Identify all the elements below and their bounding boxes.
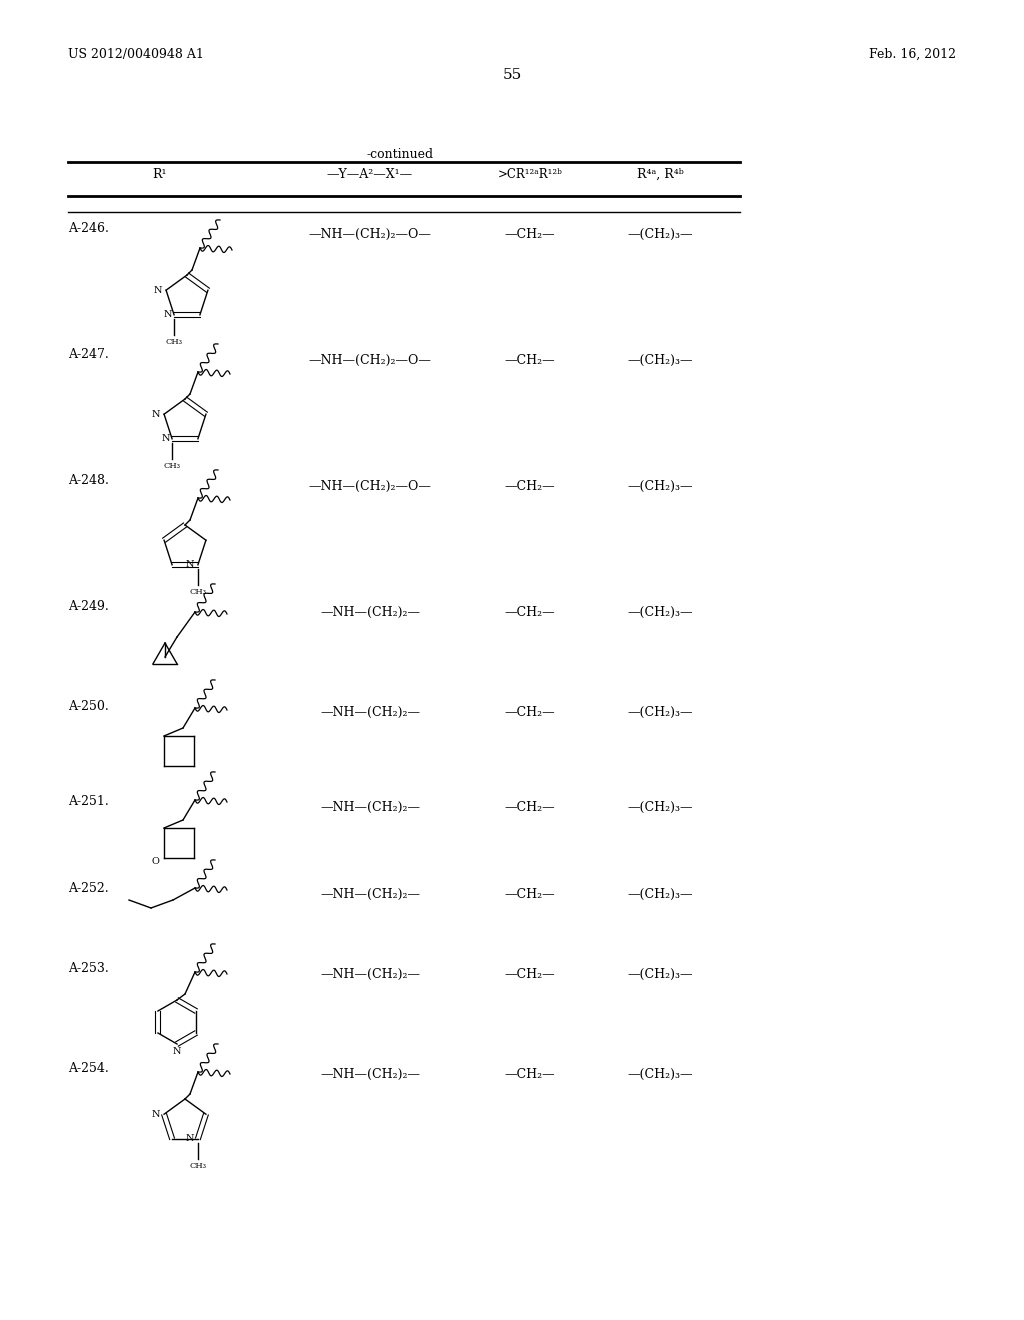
Text: —(CH₂)₃—: —(CH₂)₃— xyxy=(628,228,693,242)
Text: —CH₂—: —CH₂— xyxy=(505,480,555,492)
Text: —CH₂—: —CH₂— xyxy=(505,706,555,719)
Text: O: O xyxy=(152,858,159,866)
Text: R¹: R¹ xyxy=(153,168,167,181)
Text: —Y—A²—X¹—: —Y—A²—X¹— xyxy=(327,168,413,181)
Text: —CH₂—: —CH₂— xyxy=(505,968,555,981)
Text: —CH₂—: —CH₂— xyxy=(505,1068,555,1081)
Text: —NH—(CH₂)₂—: —NH—(CH₂)₂— xyxy=(319,1068,420,1081)
Text: —(CH₂)₃—: —(CH₂)₃— xyxy=(628,1068,693,1081)
Text: A-254.: A-254. xyxy=(68,1063,109,1074)
Text: —NH—(CH₂)₂—: —NH—(CH₂)₂— xyxy=(319,606,420,619)
Text: —CH₂—: —CH₂— xyxy=(505,228,555,242)
Text: —CH₂—: —CH₂— xyxy=(505,801,555,814)
Text: —(CH₂)₃—: —(CH₂)₃— xyxy=(628,606,693,619)
Text: —CH₂—: —CH₂— xyxy=(505,888,555,902)
Text: N: N xyxy=(152,1110,161,1119)
Text: A-248.: A-248. xyxy=(68,474,109,487)
Text: —NH—(CH₂)₂—O—: —NH—(CH₂)₂—O— xyxy=(308,480,431,492)
Text: Feb. 16, 2012: Feb. 16, 2012 xyxy=(869,48,956,61)
Text: —(CH₂)₃—: —(CH₂)₃— xyxy=(628,706,693,719)
Text: —(CH₂)₃—: —(CH₂)₃— xyxy=(628,480,693,492)
Text: CH₃: CH₃ xyxy=(189,1162,207,1170)
Text: A-249.: A-249. xyxy=(68,601,109,612)
Text: —(CH₂)₃—: —(CH₂)₃— xyxy=(628,968,693,981)
Text: —NH—(CH₂)₂—: —NH—(CH₂)₂— xyxy=(319,801,420,814)
Text: N: N xyxy=(164,310,172,319)
Text: A-250.: A-250. xyxy=(68,700,109,713)
Text: R⁴ᵃ, R⁴ᵇ: R⁴ᵃ, R⁴ᵇ xyxy=(637,168,683,181)
Text: —NH—(CH₂)₂—: —NH—(CH₂)₂— xyxy=(319,706,420,719)
Text: —NH—(CH₂)₂—O—: —NH—(CH₂)₂—O— xyxy=(308,354,431,367)
Text: N: N xyxy=(185,1134,195,1143)
Text: —(CH₂)₃—: —(CH₂)₃— xyxy=(628,354,693,367)
Text: A-253.: A-253. xyxy=(68,962,109,975)
Text: N: N xyxy=(173,1048,181,1056)
Text: —NH—(CH₂)₂—: —NH—(CH₂)₂— xyxy=(319,888,420,902)
Text: —CH₂—: —CH₂— xyxy=(505,354,555,367)
Text: —NH—(CH₂)₂—O—: —NH—(CH₂)₂—O— xyxy=(308,228,431,242)
Text: —CH₂—: —CH₂— xyxy=(505,606,555,619)
Text: >CR¹²ᵃR¹²ᵇ: >CR¹²ᵃR¹²ᵇ xyxy=(498,168,562,181)
Text: A-247.: A-247. xyxy=(68,348,109,360)
Text: N: N xyxy=(154,285,163,294)
Text: A-251.: A-251. xyxy=(68,795,109,808)
Text: —(CH₂)₃—: —(CH₂)₃— xyxy=(628,801,693,814)
Text: CH₃: CH₃ xyxy=(189,587,207,595)
Text: —NH—(CH₂)₂—: —NH—(CH₂)₂— xyxy=(319,968,420,981)
Text: N: N xyxy=(152,409,161,418)
Text: 55: 55 xyxy=(503,69,521,82)
Text: N: N xyxy=(185,560,195,569)
Text: —(CH₂)₃—: —(CH₂)₃— xyxy=(628,888,693,902)
Text: CH₃: CH₃ xyxy=(164,462,180,470)
Text: N: N xyxy=(162,434,170,444)
Text: A-246.: A-246. xyxy=(68,222,109,235)
Text: CH₃: CH₃ xyxy=(166,338,182,346)
Text: -continued: -continued xyxy=(367,148,433,161)
Text: US 2012/0040948 A1: US 2012/0040948 A1 xyxy=(68,48,204,61)
Text: A-252.: A-252. xyxy=(68,882,109,895)
